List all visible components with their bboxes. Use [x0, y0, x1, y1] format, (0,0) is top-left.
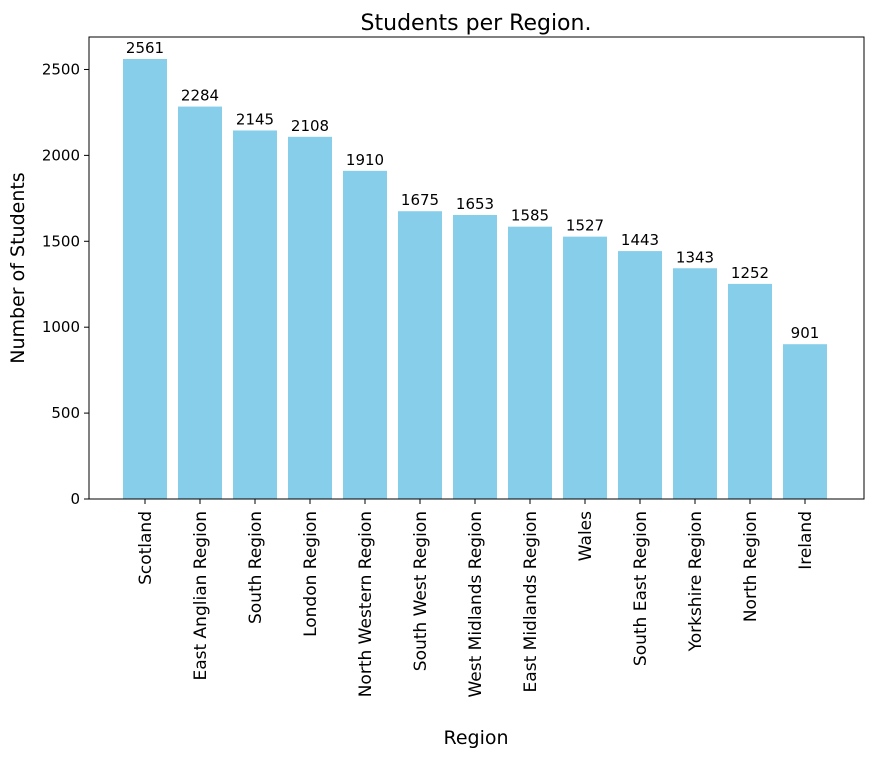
bar-value-label: 1252 — [731, 264, 769, 282]
x-axis-label: Region — [443, 727, 508, 749]
y-tick-label: 0 — [70, 490, 80, 508]
bar — [783, 344, 827, 499]
chart-title: Students per Region. — [361, 11, 592, 36]
bar — [508, 226, 552, 499]
bar-value-label: 1585 — [511, 207, 549, 225]
bar-value-label: 1910 — [346, 151, 384, 169]
x-tick-label: West Midlands Region — [466, 511, 486, 698]
x-tick-label: Wales — [576, 511, 596, 561]
x-tick-label: South Region — [246, 511, 266, 624]
bar-value-label: 2561 — [126, 39, 164, 57]
bar — [233, 130, 277, 500]
bar — [123, 58, 167, 499]
bar-value-label: 2145 — [236, 110, 274, 128]
x-axis-ticks: Scotland East Anglian Region South Region L… — [136, 499, 816, 698]
bar-value-label: 2284 — [181, 87, 219, 105]
x-tick-label: North Region — [741, 511, 761, 622]
y-tick-label: 500 — [51, 404, 80, 422]
x-tick-label: Ireland — [796, 511, 816, 570]
bar — [728, 283, 772, 499]
data-labels-group: 2561 2284 2145 2108 1910 1675 1653 1585 1527 1443… — [126, 39, 819, 342]
x-tick-label: East Midlands Region — [521, 511, 541, 692]
bar — [398, 211, 442, 499]
bar-value-label: 901 — [791, 324, 820, 342]
bar-value-label: 1675 — [401, 191, 439, 209]
x-tick-label: Scotland — [136, 511, 156, 585]
plot-frame — [88, 36, 865, 500]
bar — [343, 170, 387, 500]
bars-group — [123, 58, 827, 500]
bar — [563, 236, 607, 499]
bar — [453, 214, 497, 499]
y-tick-label: 1500 — [42, 232, 80, 250]
x-tick-label: Yorkshire Region — [686, 511, 706, 652]
y-tick-label: 1000 — [42, 318, 80, 336]
bar-value-label: 1343 — [676, 248, 714, 266]
x-tick-label: North Western Region — [356, 511, 376, 697]
bar-value-label: 1527 — [566, 217, 604, 235]
x-tick-label: London Region — [301, 511, 321, 637]
y-tick-label: 2500 — [42, 60, 80, 78]
y-tick-label: 2000 — [42, 146, 80, 164]
y-axis-ticks: 0 500 1000 1500 2000 2500 — [42, 60, 89, 508]
x-tick-label: South East Region — [631, 511, 651, 666]
y-axis-label: Number of Students — [7, 172, 29, 363]
bar — [288, 136, 332, 499]
bar-value-label: 1653 — [456, 195, 494, 213]
bar — [673, 268, 717, 499]
x-tick-label: East Anglian Region — [191, 511, 211, 681]
bar-value-label: 1443 — [621, 231, 659, 249]
x-tick-label: South West Region — [411, 511, 431, 671]
bar — [178, 106, 222, 499]
bar — [618, 251, 662, 499]
bar-value-label: 2108 — [291, 117, 329, 135]
